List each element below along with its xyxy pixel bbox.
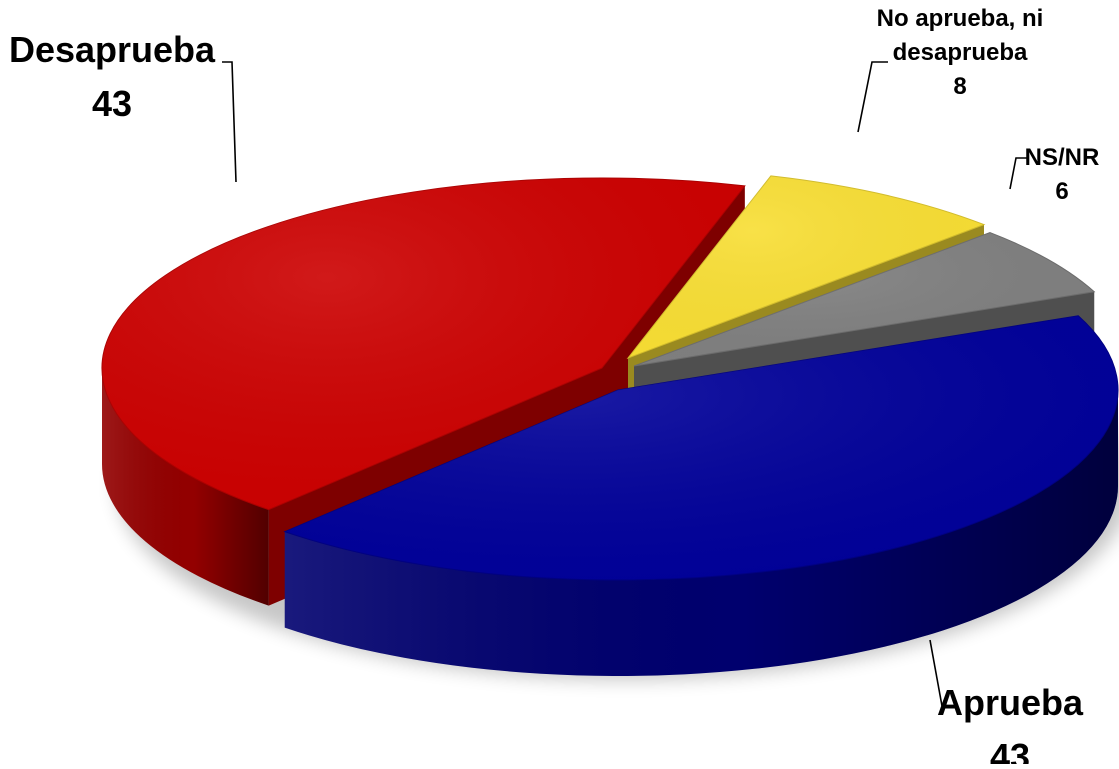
slice-label: desaprueba [893, 39, 1028, 66]
pie-slice-highlight [101, 178, 745, 510]
leader-lines [222, 61, 1028, 707]
slice-value-label: 43 [990, 736, 1030, 764]
leader-line [1009, 157, 1028, 190]
slice-value-label: 6 [1055, 178, 1068, 205]
pie-slice-highlight [628, 175, 985, 358]
leader-line [222, 61, 237, 183]
slice-label: NS/NR [1025, 144, 1100, 171]
slice-label: Desaprueba [9, 29, 216, 70]
slice-value-label: 8 [953, 73, 966, 100]
slice-side-shading [102, 368, 269, 606]
pie-slice-highlight [284, 315, 1118, 580]
slice-label: Aprueba [937, 682, 1084, 723]
leader-line [929, 639, 943, 707]
pie-slice-highlight [634, 232, 1095, 366]
chart-tops [101, 175, 1119, 581]
slice-side-shading [284, 390, 1118, 677]
leader-line [857, 61, 888, 133]
slice-label: No aprueba, ni [877, 5, 1044, 32]
slice-value-label: 43 [92, 83, 132, 124]
